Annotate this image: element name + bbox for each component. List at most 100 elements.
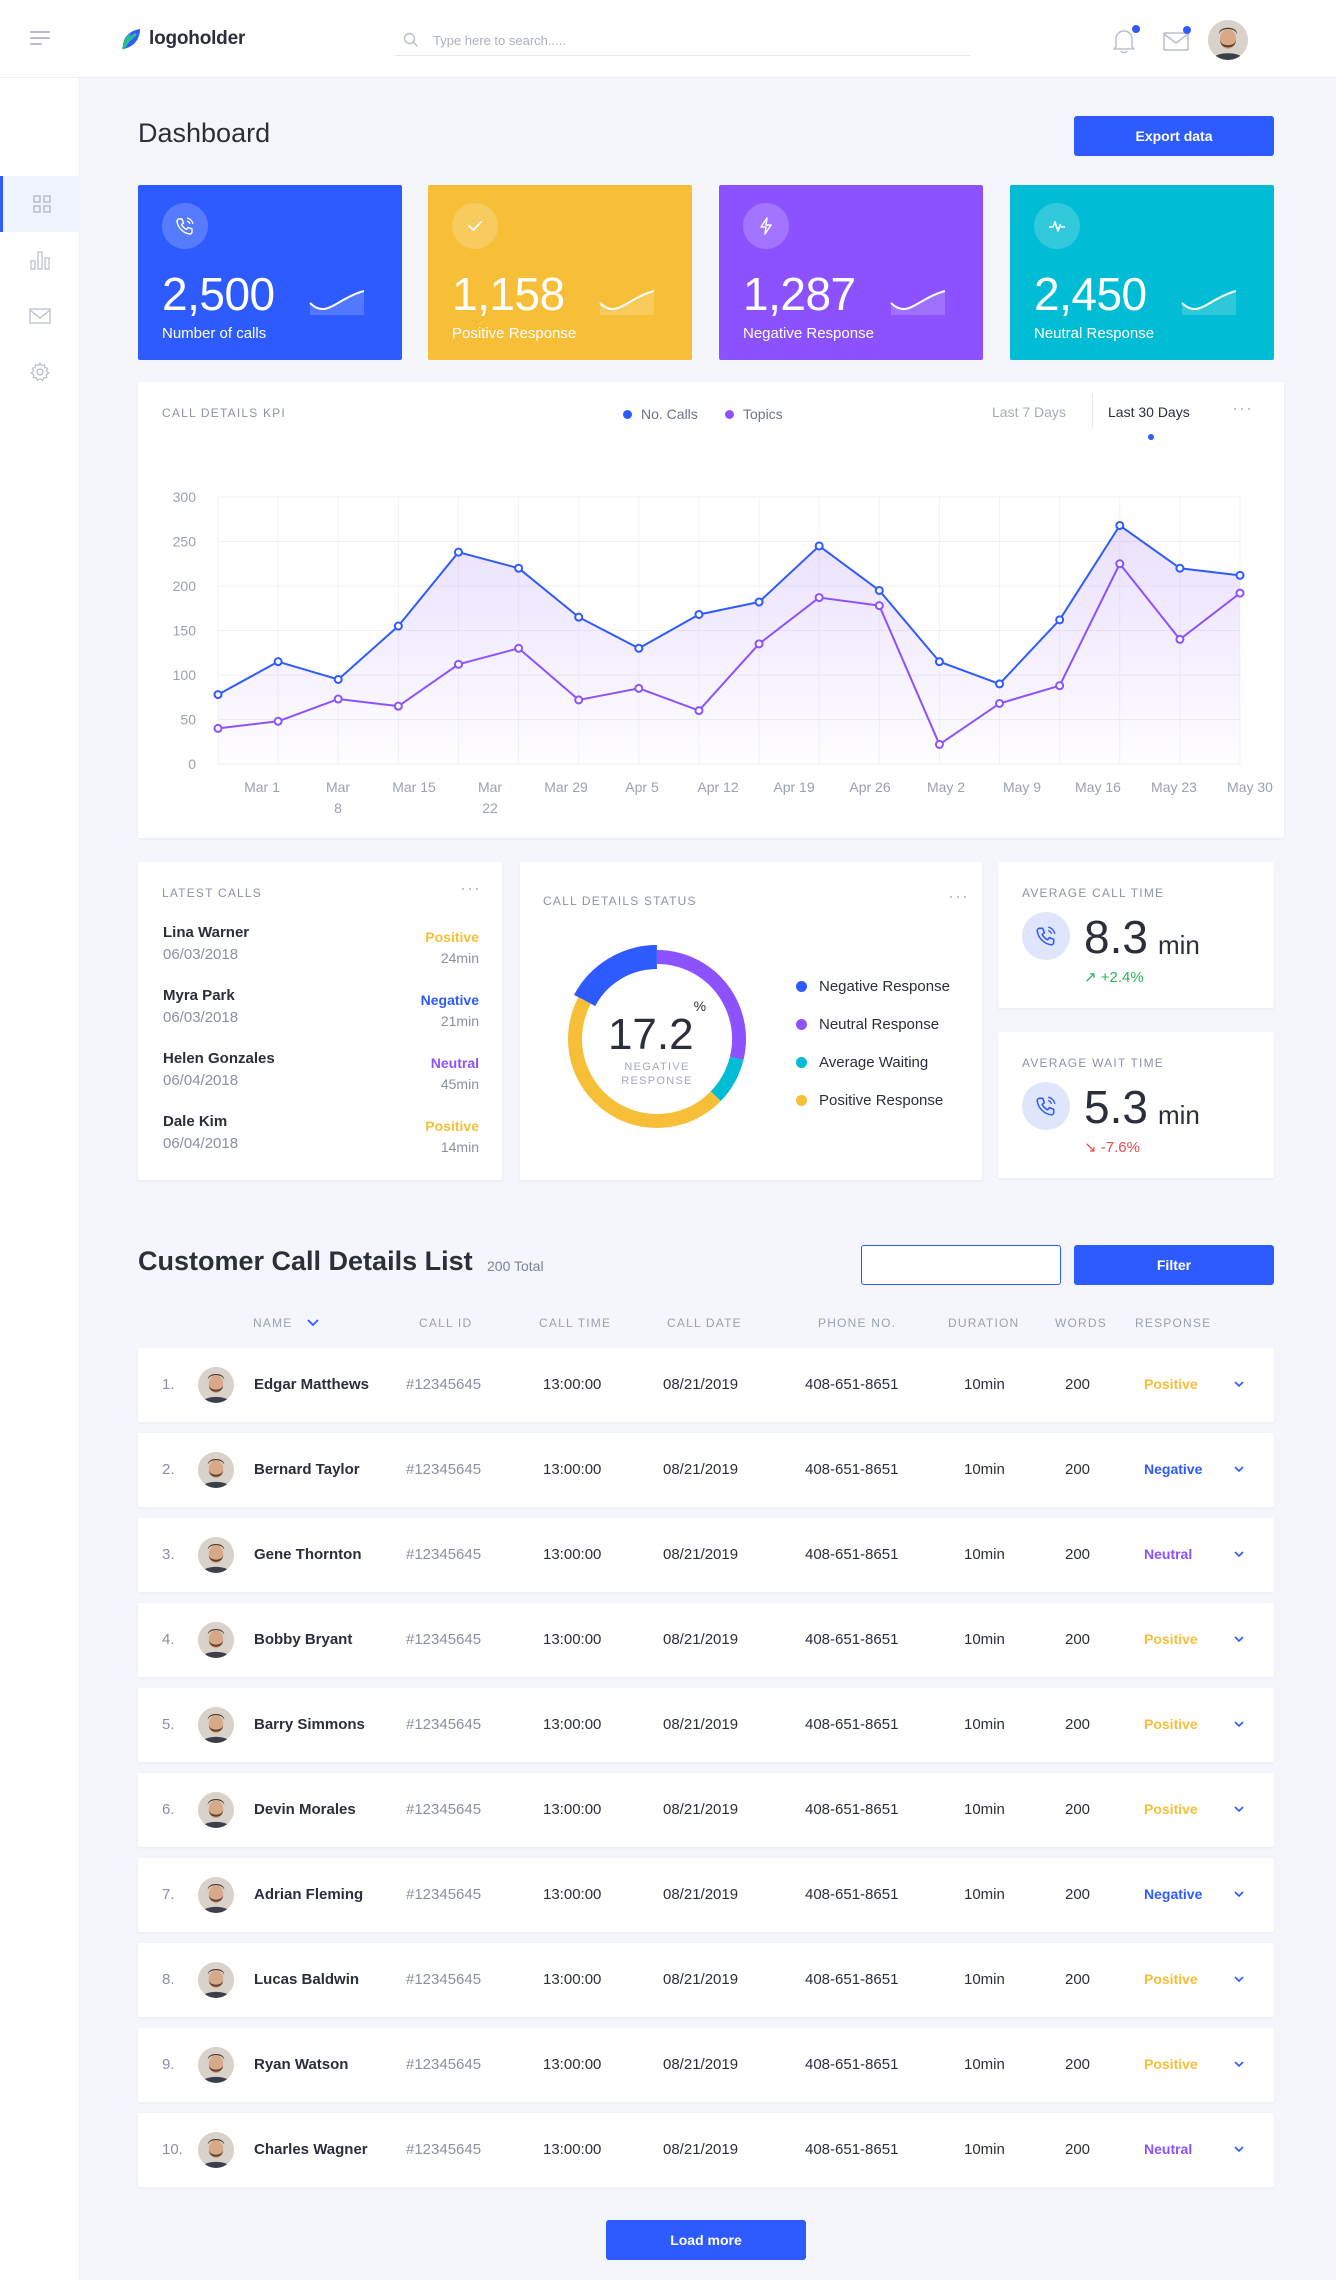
x-tick-label: May 16	[1075, 779, 1121, 795]
bell-icon[interactable]	[1108, 24, 1140, 56]
legend-dot	[796, 1095, 807, 1106]
legend-topics[interactable]: Topics	[725, 406, 783, 422]
status-legend-waiting[interactable]: Average Waiting	[796, 1054, 928, 1071]
load-more-button[interactable]: Load more	[606, 2220, 806, 2260]
legend-label: Average Waiting	[819, 1054, 929, 1071]
mail-icon[interactable]	[1162, 26, 1192, 54]
avatar	[198, 1622, 234, 1658]
table-row[interactable]: 9. Ryan Watson #12345645 13:00:00 08/21/2019…	[138, 2028, 1274, 2102]
range-last-30-days[interactable]: Last 30 Days	[1108, 404, 1190, 420]
latest-call-item[interactable]: Lina Warner 06/03/2018 Positive 24min	[163, 924, 479, 974]
sidebar-item-analytics[interactable]	[0, 232, 80, 288]
column-header-call-date[interactable]: CALL DATE	[667, 1316, 742, 1330]
range-divider	[1092, 394, 1093, 428]
latest-calls-more-icon[interactable]: ···	[460, 878, 481, 898]
call-duration: 10min	[964, 1716, 1005, 1733]
expand-chevron-icon[interactable]	[1232, 1632, 1246, 1646]
expand-chevron-icon[interactable]	[1232, 1462, 1246, 1476]
latest-call-item[interactable]: Helen Gonzales 06/04/2018 Neutral 45min	[163, 1050, 479, 1100]
expand-chevron-icon[interactable]	[1232, 1802, 1246, 1816]
call-date: 08/21/2019	[663, 1631, 739, 1648]
filter-input[interactable]	[861, 1245, 1061, 1285]
data-point-topics	[333, 694, 343, 704]
caller-name: Lina Warner	[163, 924, 250, 941]
expand-chevron-icon[interactable]	[1232, 1717, 1246, 1731]
sidebar-item-dashboard[interactable]	[0, 176, 80, 232]
y-tick-label: 250	[173, 534, 197, 550]
response-status: Positive	[1144, 1376, 1198, 1392]
column-header-duration[interactable]: DURATION	[948, 1316, 1020, 1330]
table-row[interactable]: 8. Lucas Baldwin #12345645 13:00:00 08/21/20…	[138, 1943, 1274, 2017]
menu-icon[interactable]	[30, 31, 50, 47]
caller-name: Charles Wagner	[254, 2141, 368, 2158]
expand-chevron-icon[interactable]	[1232, 1547, 1246, 1561]
table-row[interactable]: 1. Edgar Matthews #12345645 13:00:00 08/21/2…	[138, 1348, 1274, 1422]
column-header-phone[interactable]: PHONE NO.	[818, 1316, 897, 1330]
call-status-more-icon[interactable]: ···	[948, 886, 969, 906]
table-row[interactable]: 5. Barry Simmons #12345645 13:00:00 08/21/20…	[138, 1688, 1274, 1762]
avg-call-change: ↗ +2.4%	[1084, 968, 1144, 986]
avatar-face-icon	[198, 1707, 234, 1743]
avatar-face-icon	[198, 1452, 234, 1488]
expand-chevron-icon[interactable]	[1232, 1972, 1246, 1986]
kpi-more-icon[interactable]: ···	[1232, 398, 1253, 418]
avatar-face-icon	[198, 1792, 234, 1828]
arrow-down-right-icon: ↘	[1084, 1139, 1101, 1156]
status-legend-negative[interactable]: Negative Response	[796, 978, 950, 995]
latest-call-item[interactable]: Myra Park 06/03/2018 Negative 21min	[163, 987, 479, 1037]
legend-no-calls[interactable]: No. Calls	[623, 406, 698, 422]
latest-call-item[interactable]: Dale Kim 06/04/2018 Positive 14min	[163, 1113, 479, 1163]
sparkline-icon	[599, 290, 655, 315]
table-row[interactable]: 3. Gene Thornton #12345645 13:00:00 08/21/20…	[138, 1518, 1274, 1592]
data-point-no-calls	[574, 612, 584, 622]
word-count: 200	[1065, 1801, 1091, 1818]
logo[interactable]: logoholder	[120, 27, 245, 51]
column-header-words[interactable]: WORDS	[1055, 1316, 1107, 1330]
phone-number: 408-651-8651	[805, 2056, 899, 2073]
data-point-no-calls	[634, 643, 644, 653]
table-row[interactable]: 10. Charles Wagner #12345645 13:00:00 08/21/…	[138, 2113, 1274, 2187]
search-input[interactable]	[433, 28, 933, 52]
column-header-label: NAME	[253, 1316, 293, 1330]
stat-card-negative[interactable]: 1,287 Negative Response	[719, 185, 983, 360]
expand-chevron-icon[interactable]	[1232, 2142, 1246, 2156]
export-data-button[interactable]: Export data	[1074, 116, 1274, 156]
stat-card-positive[interactable]: 1,158 Positive Response	[428, 185, 692, 360]
donut-value-unit: %	[693, 998, 707, 1015]
sidebar-item-settings[interactable]	[0, 344, 80, 400]
range-last-7-days[interactable]: Last 7 Days	[992, 404, 1066, 420]
legend-dot	[623, 409, 632, 419]
column-header-name[interactable]: NAME	[253, 1316, 319, 1330]
donut-segment	[568, 950, 746, 1128]
column-header-call-id[interactable]: CALL ID	[419, 1316, 473, 1330]
stat-label: Positive Response	[452, 325, 577, 342]
expand-chevron-icon[interactable]	[1232, 2057, 1246, 2071]
status-legend-neutral[interactable]: Neutral Response	[796, 1016, 939, 1033]
call-duration: 10min	[964, 1631, 1005, 1648]
status-legend-positive[interactable]: Positive Response	[796, 1092, 943, 1109]
user-avatar[interactable]	[1208, 20, 1248, 60]
column-header-response[interactable]: RESPONSE	[1135, 1316, 1212, 1330]
table-row[interactable]: 7. Adrian Fleming #12345645 13:00:00 08/21/2…	[138, 1858, 1274, 1932]
stat-card-calls[interactable]: 2,500 Number of calls	[138, 185, 402, 360]
avatar-face-icon	[198, 2047, 234, 2083]
call-time: 13:00:00	[543, 1461, 602, 1478]
table-row[interactable]: 4. Bobby Bryant #12345645 13:00:00 08/21/201…	[138, 1603, 1274, 1677]
filter-button[interactable]: Filter	[1074, 1245, 1274, 1285]
series-line-no-calls	[217, 524, 1241, 696]
expand-chevron-icon[interactable]	[1232, 1887, 1246, 1901]
data-point-no-calls	[694, 609, 704, 619]
stat-label: Number of calls	[162, 325, 267, 342]
column-header-call-time[interactable]: CALL TIME	[539, 1316, 612, 1330]
table-row[interactable]: 6. Devin Morales #12345645 13:00:00 08/21/20…	[138, 1773, 1274, 1847]
stat-card-neutral[interactable]: 2,450 Neutral Response	[1010, 185, 1274, 360]
phone-icon	[1022, 1082, 1070, 1130]
expand-chevron-icon[interactable]	[1232, 1377, 1246, 1391]
table-row[interactable]: 2. Bernard Taylor #12345645 13:00:00 08/21/2…	[138, 1433, 1274, 1507]
stat-value: 2,450	[1034, 268, 1147, 320]
sidebar-item-messages[interactable]	[0, 288, 80, 344]
avatar-face-icon	[198, 1367, 234, 1403]
call-duration: 21min	[440, 1013, 479, 1029]
y-tick-label: 150	[173, 623, 197, 639]
response-status: Negative	[1144, 1886, 1203, 1902]
